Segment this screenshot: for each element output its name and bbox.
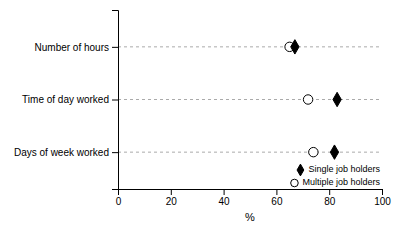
tick-mark bbox=[329, 189, 330, 195]
plot: 0 20 40 60 80 100 Number of hours Time of day w… bbox=[14, 11, 391, 224]
legend-symbol bbox=[291, 179, 299, 187]
axis-line bbox=[112, 11, 119, 190]
tick: 40 bbox=[219, 189, 231, 207]
legend-label: Single job holders bbox=[308, 164, 380, 174]
legend-item: Single job holders bbox=[297, 164, 380, 176]
point bbox=[291, 40, 299, 54]
tick: 60 bbox=[271, 189, 283, 207]
chart: 0 20 40 60 80 100 Number of hours Time of day w… bbox=[0, 0, 397, 227]
tick-mark bbox=[112, 100, 118, 101]
tick-label: Number of hours bbox=[35, 42, 109, 53]
grid-line bbox=[118, 152, 382, 153]
legend-symbol bbox=[297, 164, 304, 176]
tick-label: Days of week worked bbox=[14, 147, 109, 158]
series bbox=[291, 40, 342, 160]
tick: 0 bbox=[116, 189, 122, 207]
tick: 80 bbox=[324, 189, 336, 207]
point bbox=[309, 147, 318, 156]
plot-area bbox=[118, 40, 382, 160]
point bbox=[333, 92, 341, 106]
y-axis: Number of hours Time of day worked Days of… bbox=[14, 11, 119, 190]
point bbox=[330, 145, 338, 159]
axis-line bbox=[119, 190, 383, 196]
tick-label: 80 bbox=[324, 196, 336, 207]
tick-label: 100 bbox=[374, 196, 391, 207]
tick-label: Time of day worked bbox=[22, 94, 109, 105]
point bbox=[303, 95, 312, 104]
legend: Single job holders Multiple job holders bbox=[291, 164, 381, 187]
tick-label: 20 bbox=[166, 196, 178, 207]
tick-label: 40 bbox=[219, 196, 231, 207]
series bbox=[285, 42, 318, 157]
x-axis-label: % bbox=[245, 211, 255, 223]
tick: Days of week worked bbox=[14, 147, 118, 158]
tick-mark bbox=[112, 47, 118, 48]
tick: Time of day worked bbox=[22, 94, 118, 105]
x-axis: 0 20 40 60 80 100 bbox=[116, 189, 392, 207]
tick-mark bbox=[171, 189, 172, 195]
tick-label: 0 bbox=[116, 196, 122, 207]
tick: Number of hours bbox=[35, 42, 118, 53]
tick-label: 60 bbox=[271, 196, 283, 207]
tick-mark bbox=[224, 189, 225, 195]
grid-line bbox=[118, 46, 382, 47]
legend-item: Multiple job holders bbox=[291, 177, 381, 187]
tick: 20 bbox=[166, 189, 178, 207]
tick-mark bbox=[276, 189, 277, 195]
grid bbox=[118, 47, 382, 152]
grid-line bbox=[118, 99, 382, 100]
tick-mark bbox=[112, 152, 118, 153]
tick: 100 bbox=[374, 189, 391, 207]
legend-label: Multiple job holders bbox=[302, 177, 380, 187]
tick-mark bbox=[382, 189, 383, 195]
